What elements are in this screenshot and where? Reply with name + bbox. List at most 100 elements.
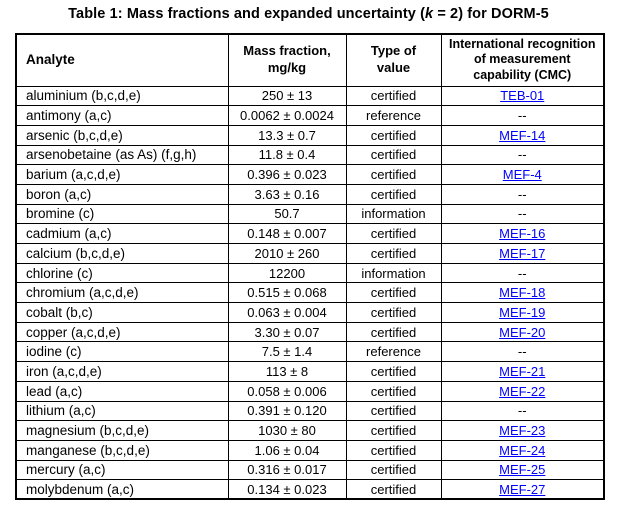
header-analyte: Analyte (15, 33, 229, 87)
mass-fraction-cell: 0.134 ± 0.023 (227, 479, 347, 500)
table-row: mercury (a,c) 0.316 ± 0.017 certified MEF-2… (15, 459, 605, 481)
cmc-cell: -- (440, 105, 605, 126)
cmc-cell: MEF-22 (440, 380, 605, 402)
analyte-cell: copper (a,c,d,e) (15, 321, 229, 343)
mass-fractions-table: Analyte Mass fraction, mg/kg Type of val… (15, 33, 605, 501)
analyte-cell: antimony (a,c) (15, 105, 229, 126)
mass-fraction-cell: 113 ± 8 (227, 361, 347, 382)
type-of-value-cell: certified (345, 420, 442, 441)
cmc-cell: MEF-24 (440, 439, 605, 461)
cmc-link[interactable]: MEF-23 (499, 423, 546, 439)
cmc-cell: MEF-25 (440, 459, 605, 481)
analyte-cell: manganese (b,c,d,e) (15, 439, 229, 461)
type-of-value-cell: certified (345, 302, 442, 323)
mass-fraction-cell: 12200 (227, 262, 347, 284)
table-row: boron (a,c) 3.63 ± 0.16 certified -- (15, 183, 605, 205)
cmc-cell: MEF-21 (440, 361, 605, 382)
table-title: Table 1: Mass fractions and expanded unc… (0, 6, 617, 22)
cmc-cell: MEF-16 (440, 223, 605, 244)
table-row: barium (a,c,d,e) 0.396 ± 0.023 certified ME… (15, 164, 605, 185)
mass-fraction-cell: 250 ± 13 (227, 85, 347, 107)
mass-fraction-cell: 0.316 ± 0.017 (227, 459, 347, 481)
cmc-link[interactable]: MEF-27 (499, 481, 546, 497)
analyte-cell: calcium (b,c,d,e) (15, 243, 229, 264)
cmc-cell: -- (440, 262, 605, 284)
title-prefix: Table 1: Mass fractions and expanded unc… (68, 6, 426, 22)
mass-fraction-cell: 0.396 ± 0.023 (227, 164, 347, 185)
type-of-value-cell: information (345, 262, 442, 284)
cmc-link[interactable]: MEF-21 (499, 363, 546, 379)
analyte-cell: mercury (a,c) (15, 459, 229, 481)
cmc-link[interactable]: MEF-24 (499, 442, 546, 458)
cmc-cell: -- (440, 400, 605, 422)
table-row: iodine (c) 7.5 ± 1.4 reference -- (15, 341, 605, 363)
table-row: lithium (a,c) 0.391 ± 0.120 certified -- (15, 400, 605, 422)
analyte-cell: barium (a,c,d,e) (15, 164, 229, 185)
analyte-cell: iron (a,c,d,e) (15, 361, 229, 382)
analyte-cell: bromine (c) (15, 203, 229, 225)
mass-fraction-cell: 1.06 ± 0.04 (227, 439, 347, 461)
type-of-value-cell: certified (345, 282, 442, 304)
type-of-value-cell: certified (345, 380, 442, 402)
analyte-cell: aluminium (b,c,d,e) (15, 85, 229, 107)
analyte-cell: chromium (a,c,d,e) (15, 282, 229, 304)
table-row: cobalt (b,c) 0.063 ± 0.004 certified MEF-19 (15, 302, 605, 323)
table-row: aluminium (b,c,d,e) 250 ± 13 certified TEB-… (15, 85, 605, 107)
cmc-link[interactable]: MEF-19 (499, 304, 546, 320)
table-row: copper (a,c,d,e) 3.30 ± 0.07 certified MEF-… (15, 321, 605, 343)
analyte-cell: iodine (c) (15, 341, 229, 363)
cmc-link[interactable]: MEF-18 (499, 285, 546, 301)
mass-fraction-cell: 7.5 ± 1.4 (227, 341, 347, 363)
analyte-cell: lithium (a,c) (15, 400, 229, 422)
type-of-value-cell: certified (345, 164, 442, 185)
type-of-value-cell: certified (345, 85, 442, 107)
cmc-cell: MEF-14 (440, 124, 605, 146)
table-row: lead (a,c) 0.058 ± 0.006 certified MEF-22 (15, 380, 605, 402)
cmc-cell: -- (440, 144, 605, 166)
type-of-value-cell: certified (345, 144, 442, 166)
analyte-cell: cobalt (b,c) (15, 302, 229, 323)
header-cmc: International recognition of measurement… (440, 33, 605, 87)
table-row: cadmium (a,c) 0.148 ± 0.007 certified MEF-1… (15, 223, 605, 244)
cmc-cell: MEF-4 (440, 164, 605, 185)
cmc-link[interactable]: TEB-01 (500, 88, 545, 104)
cmc-cell: -- (440, 203, 605, 225)
analyte-cell: magnesium (b,c,d,e) (15, 420, 229, 441)
table-row: bromine (c) 50.7 information -- (15, 203, 605, 225)
cmc-cell: MEF-17 (440, 243, 605, 264)
title-k-symbol: k (425, 6, 434, 22)
type-of-value-cell: certified (345, 321, 442, 343)
type-of-value-cell: reference (345, 341, 442, 363)
table-row: calcium (b,c,d,e) 2010 ± 260 certified MEF-… (15, 243, 605, 264)
cmc-cell: -- (440, 341, 605, 363)
mass-fraction-cell: 3.30 ± 0.07 (227, 321, 347, 343)
header-type-of-value: Type of value (345, 33, 442, 87)
cmc-link[interactable]: MEF-17 (499, 245, 546, 261)
analyte-cell: boron (a,c) (15, 183, 229, 205)
table-row: chlorine (c) 12200 information -- (15, 262, 605, 284)
mass-fraction-cell: 0.391 ± 0.120 (227, 400, 347, 422)
mass-fraction-cell: 13.3 ± 0.7 (227, 124, 347, 146)
cmc-link[interactable]: MEF-14 (499, 127, 546, 143)
analyte-cell: arsenic (b,c,d,e) (15, 124, 229, 146)
analyte-cell: chlorine (c) (15, 262, 229, 284)
type-of-value-cell: certified (345, 400, 442, 422)
table-row: chromium (a,c,d,e) 0.515 ± 0.068 certified… (15, 282, 605, 304)
table-body: aluminium (b,c,d,e) 250 ± 13 certified TEB-… (15, 85, 605, 500)
cmc-link[interactable]: MEF-20 (499, 324, 546, 340)
mass-fraction-cell: 2010 ± 260 (227, 243, 347, 264)
cmc-link[interactable]: MEF-16 (499, 226, 546, 242)
header-mass-fraction: Mass fraction, mg/kg (227, 33, 347, 87)
analyte-cell: cadmium (a,c) (15, 223, 229, 244)
cmc-link[interactable]: MEF-4 (502, 167, 542, 183)
mass-fraction-cell: 11.8 ± 0.4 (227, 144, 347, 166)
type-of-value-cell: reference (345, 105, 442, 126)
cmc-link[interactable]: MEF-22 (499, 383, 546, 399)
type-of-value-cell: certified (345, 223, 442, 244)
mass-fraction-cell: 0.148 ± 0.007 (227, 223, 347, 244)
cmc-link[interactable]: MEF-25 (499, 462, 546, 478)
type-of-value-cell: certified (345, 243, 442, 264)
mass-fraction-cell: 1030 ± 80 (227, 420, 347, 441)
header-row: Analyte Mass fraction, mg/kg Type of val… (15, 33, 605, 87)
